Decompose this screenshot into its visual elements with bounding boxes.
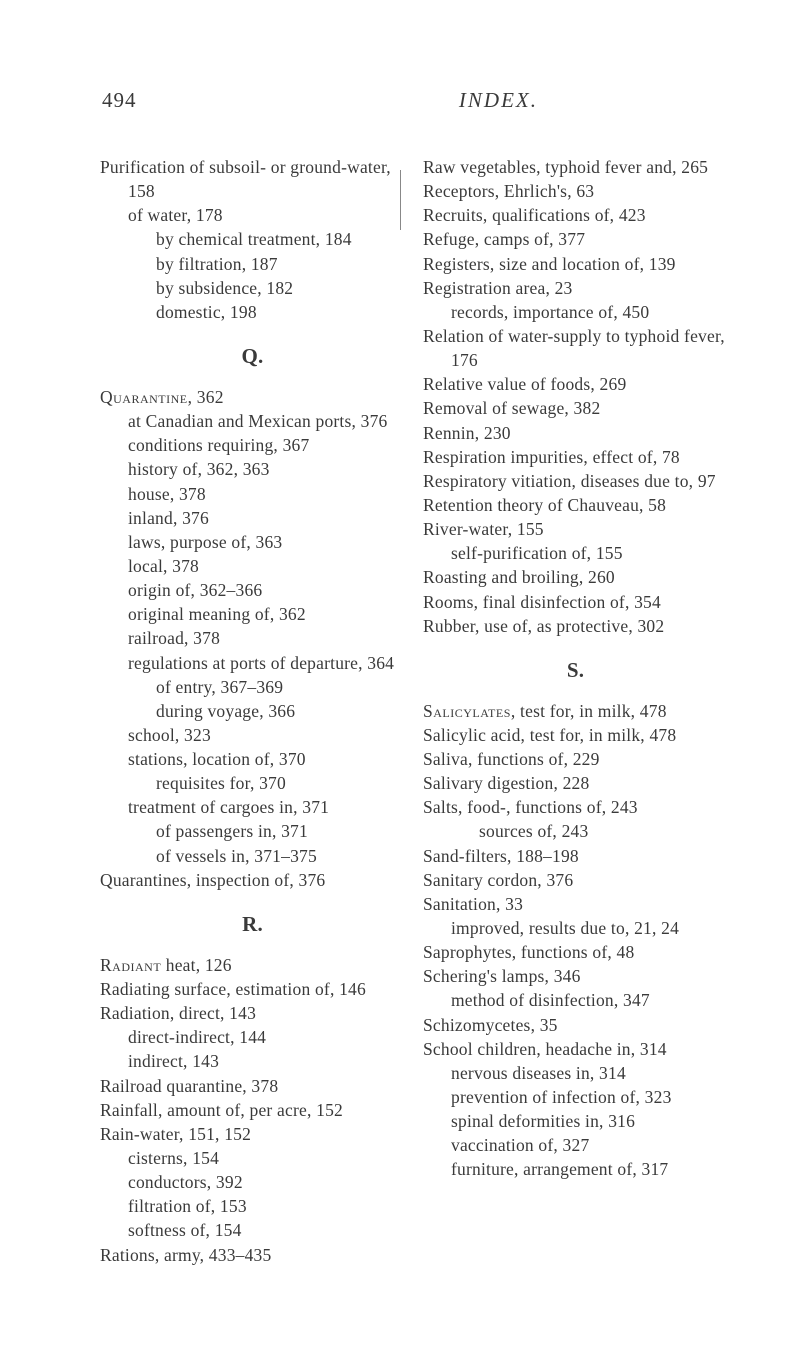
index-entry: Registers, size and location of, 139	[423, 252, 728, 276]
index-entry: origin of, 362–366	[100, 578, 405, 602]
index-entry: furniture, arrangement of, 317	[423, 1157, 728, 1181]
index-entry: of entry, 367–369	[100, 675, 405, 699]
index-entry: method of disinfection, 347	[423, 988, 728, 1012]
index-entry: Relation of water-supply to typhoid feve…	[423, 324, 728, 372]
index-entry: history of, 362, 363	[100, 457, 405, 481]
index-entry: Sanitation, 33	[423, 892, 728, 916]
index-entry: Railroad quarantine, 378	[100, 1074, 405, 1098]
index-entry: Rainfall, amount of, per acre, 152	[100, 1098, 405, 1122]
section-letter-s: S.	[423, 656, 728, 685]
index-entry: treatment of cargoes in, 371	[100, 795, 405, 819]
index-entry: at Canadian and Mexican ports, 376	[100, 409, 405, 433]
index-entry: River-water, 155	[423, 517, 728, 541]
left-column: Purification of subsoil- or ground-water…	[100, 155, 405, 1267]
index-entry: filtration of, 153	[100, 1194, 405, 1218]
right-column: Raw vegetables, typhoid fever and, 265Re…	[423, 155, 728, 1267]
index-entry: Saprophytes, functions of, 48	[423, 940, 728, 964]
index-entry: Quarantines, inspection of, 376	[100, 868, 405, 892]
index-entry: Radiation, direct, 143	[100, 1001, 405, 1025]
index-entry: softness of, 154	[100, 1218, 405, 1242]
left-block-1: Purification of subsoil- or ground-water…	[100, 155, 405, 324]
index-entry: Radiating surface, estimation of, 146	[100, 977, 405, 1001]
index-entry: Recruits, qualifications of, 423	[423, 203, 728, 227]
index-entry: Registration area, 23	[423, 276, 728, 300]
index-entry: Salivary digestion, 228	[423, 771, 728, 795]
index-entry: records, importance of, 450	[423, 300, 728, 324]
index-entry: of vessels in, 371–375	[100, 844, 405, 868]
index-entry: Rennin, 230	[423, 421, 728, 445]
index-entry: Removal of sewage, 382	[423, 396, 728, 420]
index-entry: Rooms, final disinfection of, 354	[423, 590, 728, 614]
index-entry: school, 323	[100, 723, 405, 747]
index-entry: inland, 376	[100, 506, 405, 530]
index-entry: Rain-water, 151, 152	[100, 1122, 405, 1146]
index-entry: sources of, 243	[423, 819, 728, 843]
index-entry: Salicylic acid, test for, in milk, 478	[423, 723, 728, 747]
index-entry: stations, location of, 370	[100, 747, 405, 771]
index-entry: Receptors, Ehrlich's, 63	[423, 179, 728, 203]
index-entry: laws, purpose of, 363	[100, 530, 405, 554]
index-entry: Salts, food-, functions of, 243	[423, 795, 728, 819]
section-letter-r: R.	[100, 910, 405, 939]
index-entry: by filtration, 187	[100, 252, 405, 276]
page-header: 494 INDEX.	[100, 88, 728, 113]
index-entry: house, 378	[100, 482, 405, 506]
index-headword: Salicylates	[423, 701, 511, 721]
index-entry: by chemical treatment, 184	[100, 227, 405, 251]
column-divider	[400, 170, 401, 230]
index-entry: nervous diseases in, 314	[423, 1061, 728, 1085]
index-entry: Sanitary cordon, 376	[423, 868, 728, 892]
index-entry: Schizomycetes, 35	[423, 1013, 728, 1037]
right-block-s: Salicylates, test for, in milk, 478Salic…	[423, 699, 728, 1182]
index-entry: spinal deformities in, 316	[423, 1109, 728, 1133]
right-block-1: Raw vegetables, typhoid fever and, 265Re…	[423, 155, 728, 638]
index-entry: prevention of infection of, 323	[423, 1085, 728, 1109]
index-entry: Raw vegetables, typhoid fever and, 265	[423, 155, 728, 179]
index-entry: by subsidence, 182	[100, 276, 405, 300]
index-headword: Quarantine	[100, 387, 188, 407]
index-entry: Relative value of foods, 269	[423, 372, 728, 396]
index-entry: cisterns, 154	[100, 1146, 405, 1170]
index-entry: Purification of subsoil- or ground-water…	[100, 155, 405, 203]
index-entry: original meaning of, 362	[100, 602, 405, 626]
index-entry: Refuge, camps of, 377	[423, 227, 728, 251]
index-entry: Quarantine, 362	[100, 385, 405, 409]
index-entry: direct-indirect, 144	[100, 1025, 405, 1049]
index-entry: requisites for, 370	[100, 771, 405, 795]
index-entry: regulations at ports of departure, 364	[100, 651, 405, 675]
index-entry: Radiant heat, 126	[100, 953, 405, 977]
index-entry: Roasting and broiling, 260	[423, 565, 728, 589]
index-entry: Schering's lamps, 346	[423, 964, 728, 988]
index-entry: self-purification of, 155	[423, 541, 728, 565]
index-entry: local, 378	[100, 554, 405, 578]
index-entry: indirect, 143	[100, 1049, 405, 1073]
index-entry: Saliva, functions of, 229	[423, 747, 728, 771]
left-block-r: Radiant heat, 126Radiating surface, esti…	[100, 953, 405, 1267]
index-entry: conditions requiring, 367	[100, 433, 405, 457]
index-entry: Respiratory vitiation, diseases due to, …	[423, 469, 728, 493]
index-entry: conductors, 392	[100, 1170, 405, 1194]
index-entry: improved, results due to, 21, 24	[423, 916, 728, 940]
index-entry: of water, 178	[100, 203, 405, 227]
index-entry: School children, headache in, 314	[423, 1037, 728, 1061]
index-entry: Salicylates, test for, in milk, 478	[423, 699, 728, 723]
index-entry: domestic, 198	[100, 300, 405, 324]
index-entry: Sand-filters, 188–198	[423, 844, 728, 868]
index-entry: during voyage, 366	[100, 699, 405, 723]
index-entry: of passengers in, 371	[100, 819, 405, 843]
index-columns: Purification of subsoil- or ground-water…	[100, 155, 728, 1267]
index-entry: Respiration impurities, effect of, 78	[423, 445, 728, 469]
index-entry: Retention theory of Chauveau, 58	[423, 493, 728, 517]
page-title: INDEX.	[459, 88, 538, 113]
index-entry: Rubber, use of, as protective, 302	[423, 614, 728, 638]
index-entry: Rations, army, 433–435	[100, 1243, 405, 1267]
index-entry: vaccination of, 327	[423, 1133, 728, 1157]
left-block-q: Quarantine, 362at Canadian and Mexican p…	[100, 385, 405, 892]
index-entry: railroad, 378	[100, 626, 405, 650]
section-letter-q: Q.	[100, 342, 405, 371]
index-headword: Radiant	[100, 955, 161, 975]
page-number: 494	[102, 88, 137, 113]
